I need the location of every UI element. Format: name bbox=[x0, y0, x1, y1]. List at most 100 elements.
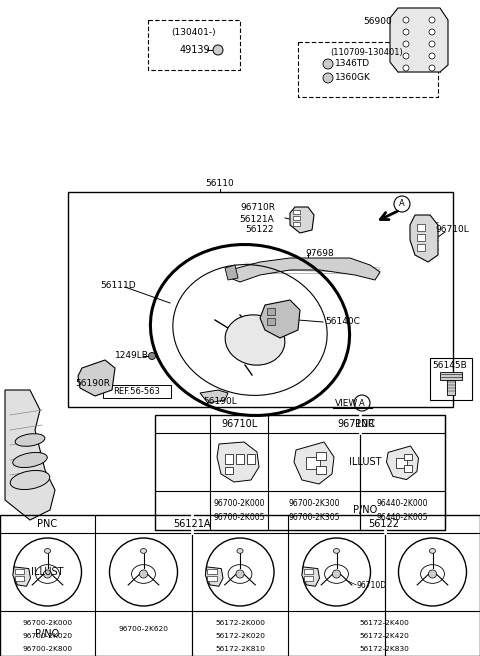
Text: 56172-2K830: 56172-2K830 bbox=[359, 646, 409, 652]
Bar bbox=[404, 454, 412, 461]
Circle shape bbox=[323, 73, 333, 83]
Bar bbox=[303, 569, 313, 575]
Ellipse shape bbox=[13, 453, 47, 468]
Polygon shape bbox=[5, 390, 55, 520]
Polygon shape bbox=[410, 215, 438, 262]
Bar bbox=[225, 454, 233, 464]
Bar bbox=[316, 466, 326, 474]
Bar bbox=[417, 244, 425, 251]
Bar bbox=[293, 216, 300, 220]
Text: 1346TD: 1346TD bbox=[335, 60, 370, 68]
Circle shape bbox=[148, 352, 156, 359]
Ellipse shape bbox=[10, 470, 50, 489]
Text: 56122: 56122 bbox=[369, 519, 399, 529]
Circle shape bbox=[429, 41, 435, 47]
Bar bbox=[14, 576, 24, 581]
Text: A: A bbox=[359, 398, 365, 407]
Text: 56121A: 56121A bbox=[173, 519, 210, 529]
Text: 56111D: 56111D bbox=[100, 281, 136, 289]
Polygon shape bbox=[302, 567, 320, 586]
Polygon shape bbox=[200, 390, 228, 403]
Text: 96710R: 96710R bbox=[338, 419, 375, 429]
Text: 96700-2K300: 96700-2K300 bbox=[288, 499, 340, 508]
Circle shape bbox=[139, 570, 147, 578]
Polygon shape bbox=[78, 360, 115, 396]
Bar bbox=[148, 20, 240, 70]
Circle shape bbox=[403, 41, 409, 47]
Bar bbox=[417, 224, 425, 231]
Polygon shape bbox=[205, 567, 223, 586]
Circle shape bbox=[403, 65, 409, 71]
Polygon shape bbox=[225, 265, 238, 280]
Text: 96700-2K305: 96700-2K305 bbox=[288, 512, 340, 522]
Text: (130401-): (130401-) bbox=[172, 28, 216, 37]
Ellipse shape bbox=[225, 315, 285, 365]
Ellipse shape bbox=[237, 548, 243, 553]
Circle shape bbox=[213, 45, 223, 55]
Circle shape bbox=[403, 53, 409, 59]
Circle shape bbox=[429, 29, 435, 35]
Text: 56145B: 56145B bbox=[432, 361, 468, 369]
Text: 56172-2K810: 56172-2K810 bbox=[215, 646, 265, 652]
Bar bbox=[430, 358, 472, 400]
Ellipse shape bbox=[430, 548, 435, 553]
Ellipse shape bbox=[15, 434, 45, 446]
Text: 56900: 56900 bbox=[363, 18, 392, 26]
Circle shape bbox=[236, 570, 244, 578]
Text: PNC: PNC bbox=[37, 519, 58, 529]
Bar bbox=[207, 569, 216, 575]
Text: 56140C: 56140C bbox=[325, 318, 360, 327]
Polygon shape bbox=[390, 8, 448, 72]
Polygon shape bbox=[217, 442, 259, 482]
Polygon shape bbox=[260, 300, 300, 338]
Circle shape bbox=[403, 17, 409, 23]
Text: 96700-2K000: 96700-2K000 bbox=[213, 499, 265, 508]
Bar bbox=[440, 372, 462, 380]
Text: (110709-130401): (110709-130401) bbox=[331, 47, 403, 56]
Bar bbox=[316, 452, 326, 460]
Text: PNC: PNC bbox=[355, 419, 375, 429]
Text: 56172-2K000: 56172-2K000 bbox=[215, 620, 265, 626]
Bar bbox=[225, 467, 233, 474]
Polygon shape bbox=[230, 258, 380, 282]
Text: 97698: 97698 bbox=[305, 249, 334, 258]
Text: 96710L: 96710L bbox=[435, 226, 469, 234]
Circle shape bbox=[403, 29, 409, 35]
Bar bbox=[293, 210, 300, 214]
Bar bbox=[417, 234, 425, 241]
Text: 96700-2K620: 96700-2K620 bbox=[119, 626, 168, 632]
Circle shape bbox=[429, 17, 435, 23]
Text: P/NO: P/NO bbox=[353, 506, 377, 516]
Text: A: A bbox=[399, 199, 405, 209]
Text: 96700-2K000: 96700-2K000 bbox=[23, 620, 72, 626]
Ellipse shape bbox=[45, 548, 50, 553]
Text: 56110: 56110 bbox=[205, 180, 234, 188]
Text: 96710R: 96710R bbox=[240, 203, 275, 213]
Circle shape bbox=[333, 570, 341, 578]
Bar bbox=[0, 515, 480, 656]
Bar bbox=[247, 454, 255, 464]
Circle shape bbox=[429, 53, 435, 59]
Bar bbox=[267, 308, 275, 315]
Text: 96700-2K020: 96700-2K020 bbox=[23, 633, 72, 639]
Polygon shape bbox=[294, 442, 334, 484]
Text: 56122: 56122 bbox=[245, 226, 274, 234]
Bar bbox=[14, 569, 24, 575]
Text: 56190R: 56190R bbox=[75, 380, 110, 388]
Text: 96440-2K000: 96440-2K000 bbox=[377, 499, 428, 508]
Circle shape bbox=[429, 570, 437, 578]
Text: 56121A: 56121A bbox=[239, 215, 274, 224]
Text: P/NO: P/NO bbox=[36, 628, 60, 638]
Text: VIEW: VIEW bbox=[335, 398, 358, 407]
Bar bbox=[155, 415, 445, 530]
Text: 96700-2K005: 96700-2K005 bbox=[213, 512, 265, 522]
Text: 96710D: 96710D bbox=[357, 581, 387, 590]
Bar bbox=[103, 385, 171, 398]
Bar bbox=[396, 458, 408, 468]
Circle shape bbox=[429, 65, 435, 71]
Bar bbox=[236, 454, 244, 464]
Text: ILLUST: ILLUST bbox=[349, 457, 381, 467]
Bar bbox=[298, 42, 438, 97]
Ellipse shape bbox=[334, 548, 339, 553]
Bar bbox=[303, 576, 313, 581]
